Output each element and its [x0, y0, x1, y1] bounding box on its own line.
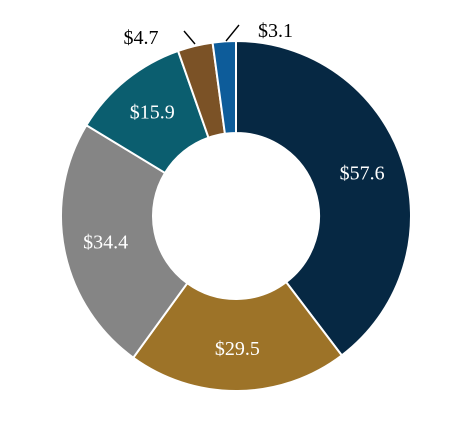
- slice-value-label: $4.7: [124, 27, 159, 49]
- label-leader-line: [225, 24, 240, 42]
- slice-value-label: $34.4: [83, 231, 128, 253]
- label-leader-line: [183, 30, 196, 45]
- donut-labels: $57.6 $29.5 $34.4 $15.9 $4.7 $3.1: [83, 20, 385, 360]
- donut-slices: [60, 39, 412, 392]
- slice-value-label: $29.5: [215, 338, 260, 360]
- donut-slice: [235, 39, 412, 357]
- slice-value-label: $3.1: [258, 20, 293, 42]
- donut-slice: [60, 123, 189, 360]
- donut-slice: [211, 39, 237, 135]
- donut-slice: [131, 280, 344, 392]
- slice-value-label: $57.6: [340, 163, 385, 185]
- slice-value-label: $15.9: [130, 102, 175, 124]
